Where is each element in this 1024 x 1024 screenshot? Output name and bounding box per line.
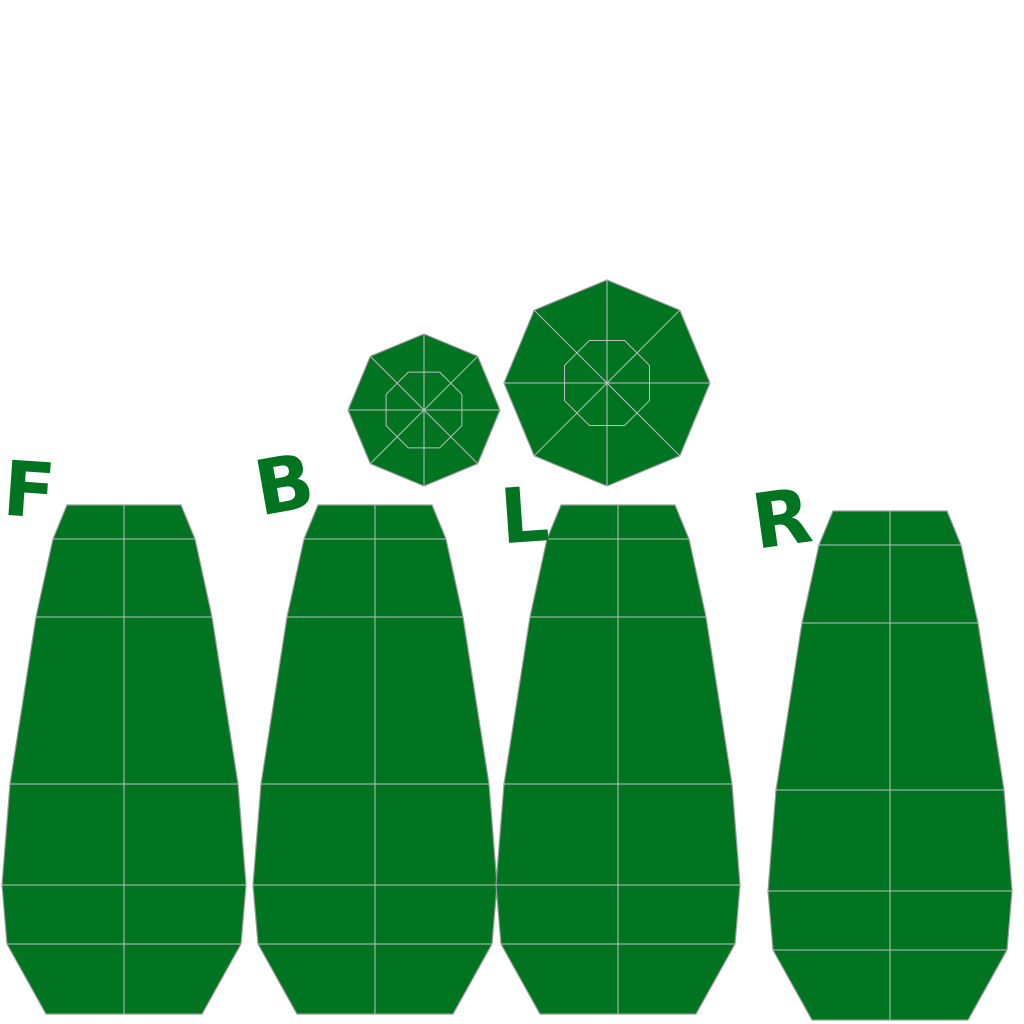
panel-label-left: L bbox=[497, 469, 552, 561]
uv-panel-right bbox=[767, 510, 1013, 1021]
panel-label-right: R bbox=[747, 470, 817, 566]
cap-inner-ring bbox=[385, 371, 463, 449]
uv-cap-large bbox=[503, 279, 711, 487]
uv-cap-small bbox=[347, 333, 501, 487]
cap-spoke bbox=[369, 409, 425, 465]
panels-layer bbox=[1, 504, 1013, 1021]
uv-panel-left bbox=[495, 504, 741, 1015]
uv-panel-front bbox=[1, 504, 247, 1015]
uv-panel-back bbox=[252, 504, 498, 1015]
cap-spoke bbox=[533, 309, 608, 384]
cap-spoke bbox=[533, 382, 608, 457]
cap-spoke bbox=[606, 309, 681, 384]
cap-spoke bbox=[423, 409, 479, 465]
panel-label-back: B bbox=[248, 436, 321, 534]
panel-label-front: F bbox=[0, 444, 58, 536]
cap-spoke bbox=[606, 382, 681, 457]
cap-spoke bbox=[369, 355, 425, 411]
cap-spoke bbox=[423, 355, 479, 411]
cap-inner-ring bbox=[564, 340, 650, 426]
caps-layer bbox=[347, 279, 711, 487]
